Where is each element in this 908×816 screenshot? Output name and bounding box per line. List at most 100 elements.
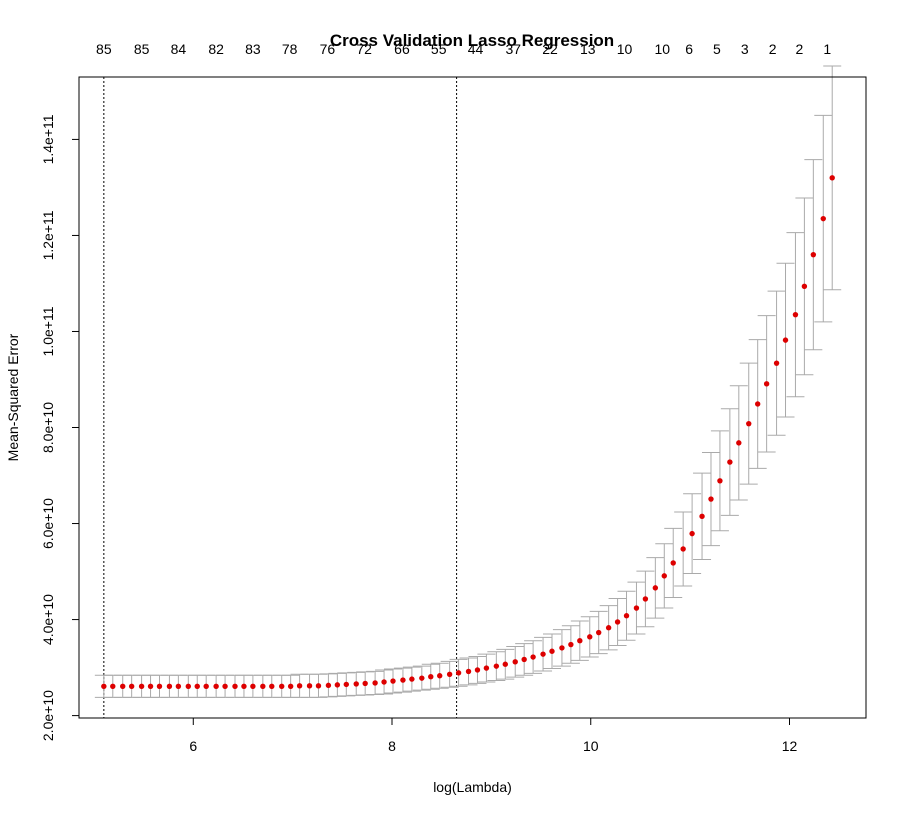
data-point bbox=[512, 659, 518, 665]
top-axis-label: 13 bbox=[580, 41, 596, 57]
data-point bbox=[279, 683, 285, 690]
data-point bbox=[568, 641, 574, 648]
data-point bbox=[390, 678, 396, 684]
data-point bbox=[493, 663, 500, 669]
data-point bbox=[147, 683, 154, 690]
data-points bbox=[101, 175, 835, 690]
data-point bbox=[670, 560, 676, 566]
data-point bbox=[623, 613, 630, 619]
data-point bbox=[232, 683, 238, 690]
top-axis-label: 2 bbox=[769, 41, 777, 57]
data-point bbox=[699, 513, 705, 520]
y-tick-label: 8.0e+10 bbox=[40, 402, 56, 453]
data-point bbox=[754, 401, 761, 407]
data-point bbox=[446, 671, 453, 678]
data-point bbox=[521, 656, 527, 663]
data-point bbox=[101, 683, 107, 690]
data-point bbox=[353, 681, 359, 687]
data-point bbox=[829, 175, 835, 181]
data-point bbox=[782, 337, 789, 343]
y-tick-label: 1.4e+11 bbox=[40, 114, 56, 164]
top-axis-label: 85 bbox=[134, 41, 150, 57]
top-axis-label: 84 bbox=[171, 41, 187, 57]
data-point bbox=[483, 665, 490, 671]
x-axis-title: log(Lambda) bbox=[433, 779, 512, 795]
error-bars bbox=[94, 65, 842, 698]
y-tick-label: 2.0e+10 bbox=[40, 690, 56, 741]
data-point bbox=[269, 683, 275, 690]
data-point bbox=[325, 682, 332, 689]
top-axis-label: 10 bbox=[617, 41, 633, 57]
top-axis-label: 55 bbox=[431, 41, 447, 57]
data-point bbox=[502, 661, 508, 667]
data-point bbox=[203, 683, 209, 690]
data-point bbox=[792, 311, 799, 318]
data-point bbox=[250, 683, 256, 690]
data-point bbox=[689, 530, 695, 537]
data-point bbox=[763, 381, 770, 387]
top-axis-label: 3 bbox=[741, 41, 749, 57]
data-point bbox=[260, 683, 266, 690]
top-axis-label: 66 bbox=[394, 41, 410, 57]
data-point bbox=[437, 673, 443, 679]
top-axis-label: 2 bbox=[796, 41, 804, 57]
top-axis-label: 78 bbox=[282, 41, 298, 57]
top-axis-label: 1 bbox=[823, 41, 831, 57]
data-point bbox=[736, 440, 742, 446]
data-point bbox=[680, 546, 686, 552]
data-point bbox=[810, 251, 817, 258]
y-tick-label: 1.2e+11 bbox=[40, 210, 56, 260]
data-point bbox=[222, 683, 228, 690]
data-point bbox=[549, 648, 555, 654]
top-axis-label: 82 bbox=[208, 41, 224, 57]
top-axis-label: 72 bbox=[356, 41, 372, 57]
top-axis-label: 85 bbox=[96, 41, 112, 57]
data-point bbox=[241, 683, 247, 690]
data-point bbox=[633, 605, 640, 611]
data-point bbox=[746, 420, 752, 427]
data-point bbox=[717, 478, 723, 484]
data-point bbox=[362, 680, 368, 687]
data-point bbox=[708, 496, 714, 502]
chart-title: Cross Validation Lasso Regression bbox=[330, 31, 614, 50]
data-point bbox=[419, 675, 425, 681]
data-point bbox=[287, 683, 294, 690]
data-point bbox=[642, 596, 649, 602]
data-point bbox=[138, 683, 145, 690]
top-axis-label: 10 bbox=[655, 41, 671, 57]
y-tick-label: 6.0e+10 bbox=[40, 498, 56, 549]
top-axis-label: 37 bbox=[505, 41, 521, 57]
data-point bbox=[587, 634, 593, 640]
data-point bbox=[213, 683, 219, 690]
data-point bbox=[428, 674, 434, 680]
data-point bbox=[175, 683, 182, 690]
y-tick-label: 4.0e+10 bbox=[40, 594, 56, 645]
data-point bbox=[128, 683, 135, 690]
x-tick-label: 12 bbox=[782, 738, 798, 754]
data-point bbox=[166, 683, 173, 690]
data-point bbox=[194, 683, 200, 690]
data-point bbox=[455, 670, 462, 676]
data-point bbox=[605, 625, 612, 631]
data-point bbox=[372, 680, 378, 686]
data-point bbox=[409, 676, 415, 682]
data-point bbox=[306, 683, 313, 689]
data-point bbox=[185, 683, 192, 690]
top-axis-labels: 85 85 84 82 83 78 76 72 66 55 44 37 22 13 10 10 6 5 3 2 2 1 bbox=[96, 41, 831, 57]
y-tick-label: 1.0e+11 bbox=[40, 306, 56, 356]
x-tick-label: 8 bbox=[388, 738, 396, 754]
data-point bbox=[820, 215, 826, 222]
top-axis-label: 22 bbox=[542, 41, 558, 57]
data-point bbox=[614, 619, 621, 625]
data-point bbox=[540, 651, 546, 657]
top-axis-label: 44 bbox=[468, 41, 484, 57]
data-point bbox=[661, 573, 667, 579]
data-point bbox=[381, 679, 387, 685]
x-tick-label: 10 bbox=[583, 738, 599, 754]
data-point bbox=[296, 683, 303, 689]
data-point bbox=[343, 681, 350, 688]
data-point bbox=[530, 654, 536, 660]
data-point bbox=[801, 283, 808, 290]
